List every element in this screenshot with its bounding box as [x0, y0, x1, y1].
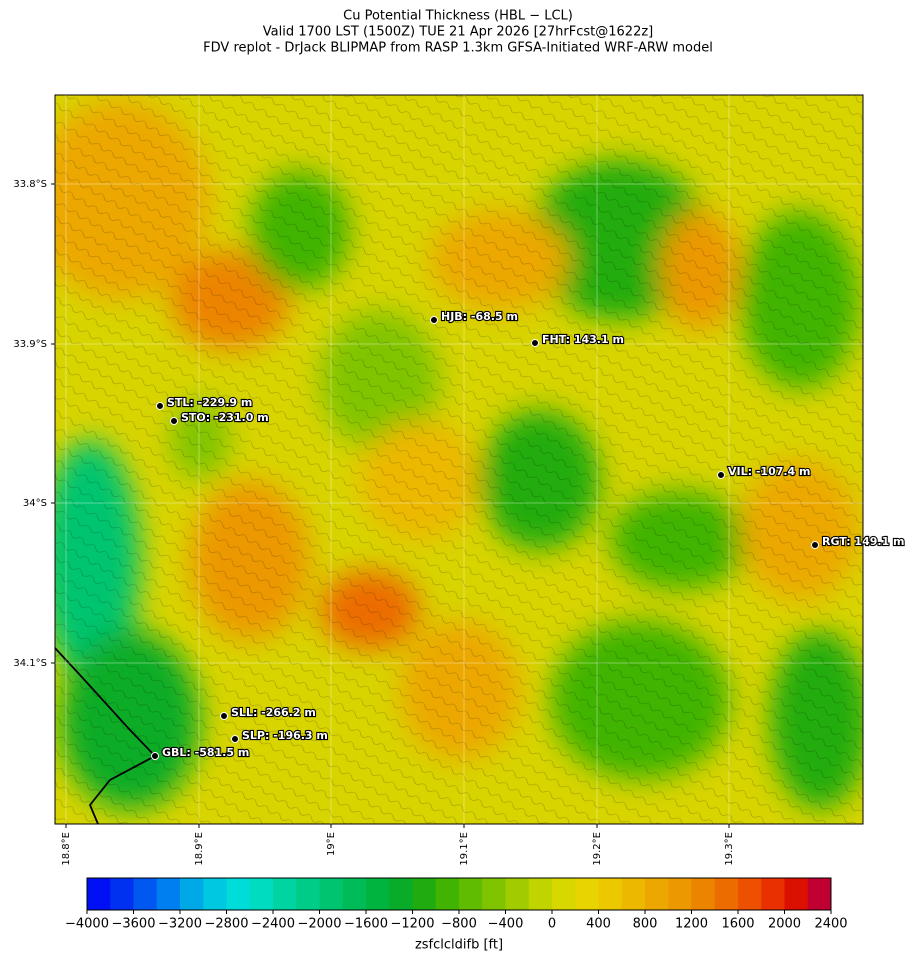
station-dot: [231, 735, 239, 743]
colorbar-tick-label: −4000: [65, 917, 109, 932]
station-label: SLP: -196.3 m: [242, 729, 328, 742]
map-field: [55, 95, 863, 824]
lat-tick-label: 34°S: [23, 498, 47, 509]
lon-tick-label: 18.9°E: [194, 832, 205, 866]
title-line: Valid 1700 LST (1500Z) TUE 21 Apr 2026 […: [263, 25, 654, 40]
title-line: FDV replot - DrJack BLIPMAP from RASP 1.…: [203, 41, 713, 56]
colorbar-swatch: [110, 878, 134, 910]
map-frame: [54, 94, 864, 825]
colorbar-swatch: [784, 878, 809, 910]
colorbar-tick-label: −1600: [344, 917, 388, 932]
colorbar-tick-label: 2400: [814, 917, 847, 932]
lat-tick-label: 33.9°S: [13, 339, 47, 350]
colorbar-swatch: [645, 878, 669, 910]
station-label: SLL: -266.2 m: [231, 706, 316, 719]
colorbar-swatch: [203, 878, 227, 910]
colorbar-tick-label: −1200: [391, 917, 435, 932]
colorbar-swatch: [528, 878, 553, 910]
colorbar-tick-label: −2800: [205, 917, 249, 932]
colorbar-swatch: [691, 878, 716, 910]
colorbar-swatch: [482, 878, 506, 910]
colorbar-swatch: [412, 878, 437, 910]
colorbar-label: zsfclcldifb [ft]: [415, 938, 503, 953]
station-dot: [717, 471, 725, 479]
colorbar-swatch: [598, 878, 623, 910]
colorbar-swatch: [366, 878, 390, 910]
colorbar-tick-label: 400: [586, 917, 611, 932]
station-label: VIL: -107.4 m: [728, 465, 811, 478]
colorbar-tick-label: −2400: [251, 917, 295, 932]
colorbar-swatch: [552, 878, 576, 910]
lat-tick-label: 34.1°S: [13, 658, 47, 669]
colorbar-swatch: [621, 878, 646, 910]
colorbar-swatch: [459, 878, 483, 910]
colorbar-tick-label: −2000: [298, 917, 342, 932]
colorbar-swatch: [133, 878, 158, 910]
station-dot: [151, 752, 159, 760]
lon-tick-label: 19.3°E: [724, 832, 735, 866]
station-label: GBL: -581.5 m: [162, 746, 249, 759]
colorbar-swatch: [807, 878, 832, 910]
colorbar-tick-label: 1600: [721, 917, 754, 932]
station-label: STO: -231.0 m: [181, 411, 269, 424]
station-dot: [811, 541, 819, 549]
lon-tick-label: 18.8°E: [61, 832, 72, 866]
colorbar-swatch: [668, 878, 692, 910]
colorbar-tick-label: −3600: [112, 917, 156, 932]
colorbar-swatch: [342, 878, 367, 910]
station-label: STL: -229.9 m: [167, 396, 252, 409]
lon-tick-label: 19°E: [326, 832, 337, 856]
colorbar-tick-label: 1200: [675, 917, 708, 932]
lon-tick-label: 19.2°E: [592, 832, 603, 866]
station-label: RGT: 149.1 m: [822, 535, 905, 548]
title-line: Cu Potential Thickness (HBL − LCL): [343, 9, 573, 24]
colorbar-swatch: [249, 878, 274, 910]
colorbar-swatch: [505, 878, 530, 910]
lon-tick-label: 19.1°E: [459, 832, 470, 866]
station-dot: [430, 316, 438, 324]
station-dot: [531, 339, 539, 347]
colorbar-swatch: [319, 878, 344, 910]
colorbar-swatch: [435, 878, 460, 910]
colorbar-swatch: [389, 878, 413, 910]
colorbar-swatch: [761, 878, 785, 910]
station-label: FHT: 143.1 m: [542, 333, 624, 346]
colorbar-swatch: [738, 878, 762, 910]
colorbar-swatch: [714, 878, 739, 910]
colorbar-swatch: [575, 878, 599, 910]
colorbar-swatch: [156, 878, 181, 910]
colorbar-tick-label: −3200: [158, 917, 202, 932]
colorbar-swatch: [180, 878, 204, 910]
station-dot: [170, 417, 178, 425]
colorbar-swatch: [87, 878, 111, 910]
colorbar-tick-label: 800: [633, 917, 658, 932]
colorbar-tick-label: 0: [548, 917, 556, 932]
colorbar-tick-label: −400: [488, 917, 524, 932]
colorbar-swatch: [226, 878, 251, 910]
station-dot: [156, 402, 164, 410]
colorbar-tick-label: 2000: [768, 917, 801, 932]
lat-tick-label: 33.8°S: [13, 179, 47, 190]
colorbar-swatch: [296, 878, 320, 910]
station-label: HJB: -68.5 m: [441, 310, 518, 323]
colorbar-tick-label: −800: [441, 917, 477, 932]
station-dot: [220, 712, 228, 720]
colorbar-swatch: [273, 878, 297, 910]
